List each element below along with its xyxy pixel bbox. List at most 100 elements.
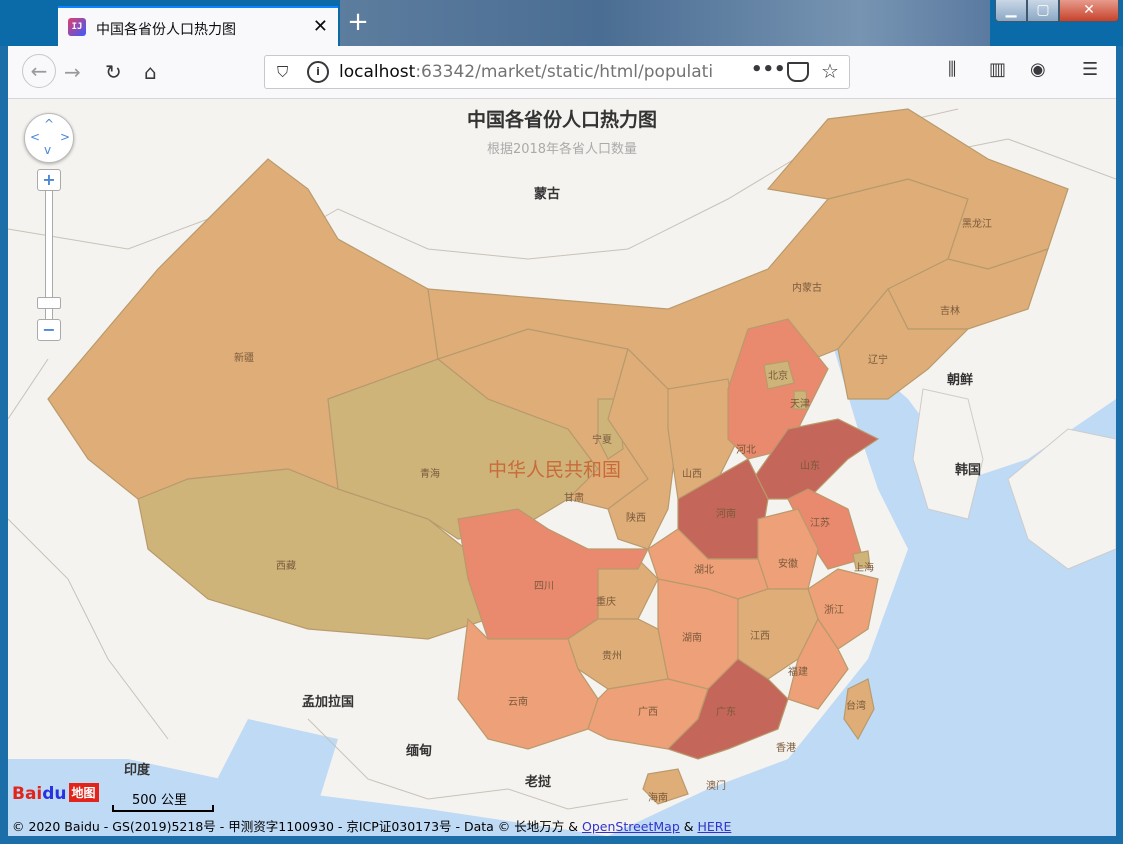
province-shandong <box>752 418 880 500</box>
label-myanmar: 缅甸 <box>406 744 433 759</box>
bookmark-star-icon[interactable]: ☆ <box>821 59 839 83</box>
zoom-slider-handle[interactable] <box>37 297 61 309</box>
label-india: 印度 <box>124 763 151 778</box>
province-guizhou <box>567 618 669 690</box>
scale-label: 500 公里 <box>132 793 187 808</box>
pan-up-icon[interactable]: ^ <box>44 117 55 131</box>
label-jiangsu: 江苏 <box>810 518 830 529</box>
tracking-shield-icon[interactable]: ⛉ <box>277 63 289 81</box>
label-xinjiang: 新疆 <box>234 353 254 364</box>
map-canvas <box>8 108 1116 836</box>
reload-button[interactable]: ↻ <box>105 60 122 84</box>
forward-button[interactable]: → <box>64 60 81 84</box>
map-viewport[interactable]: 中国各省份人口热力图 根据2018年各省人口数量 蒙古 朝鲜 韩国 孟加拉国 缅… <box>8 99 1116 836</box>
label-bangladesh: 孟加拉国 <box>302 695 355 710</box>
label-xizang: 西藏 <box>276 561 296 572</box>
tab-title: 中国各省份人口热力图 <box>96 22 236 38</box>
intellij-favicon-icon: IJ <box>68 18 86 36</box>
sidebar-icon[interactable]: ▥ <box>989 59 1007 80</box>
label-liaoning: 辽宁 <box>868 355 888 366</box>
label-guizhou: 贵州 <box>602 651 622 662</box>
label-heilongjiang: 黑龙江 <box>962 219 992 230</box>
label-taiwan: 台湾 <box>846 701 866 712</box>
label-laos: 老挝 <box>525 775 552 790</box>
openstreetmap-link[interactable]: OpenStreetMap <box>582 819 680 834</box>
label-neimenggu: 内蒙古 <box>792 283 822 294</box>
label-shanxi: 山西 <box>682 469 702 480</box>
label-shaanxi: 陕西 <box>626 513 646 524</box>
heatmap-subtitle: 根据2018年各省人口数量 <box>486 142 638 157</box>
province-guangdong <box>666 658 789 760</box>
label-aomen: 澳门 <box>706 781 726 792</box>
scale-bar <box>112 805 214 812</box>
ocean-area <box>608 329 1116 836</box>
back-button[interactable]: ← <box>22 54 56 88</box>
desktop-background <box>340 0 990 46</box>
label-hainan: 海南 <box>648 793 668 804</box>
account-icon[interactable]: ◉ <box>1030 59 1046 80</box>
label-gansu: 甘肃 <box>564 493 584 504</box>
close-window-button[interactable]: ✕ <box>1059 0 1119 22</box>
pocket-icon[interactable] <box>787 62 809 82</box>
url-bar[interactable]: ⛉ i localhost:63342/market/static/html/p… <box>264 55 850 89</box>
label-mongolia: 蒙古 <box>534 187 561 202</box>
label-jiangxi: 江西 <box>750 631 770 642</box>
label-tianjin: 天津 <box>790 399 810 410</box>
pan-left-icon[interactable]: < <box>30 130 41 144</box>
window-frame-bottom <box>0 836 1123 844</box>
label-south-korea: 韩国 <box>955 463 982 478</box>
page-actions-icon[interactable]: ••• <box>751 59 786 80</box>
label-xianggang: 香港 <box>776 743 796 754</box>
province-beijing <box>763 360 795 390</box>
new-tab-button[interactable]: + <box>347 7 369 37</box>
province-sichuan <box>457 508 649 640</box>
label-guangxi: 广西 <box>638 707 658 718</box>
label-fujian: 福建 <box>788 667 808 678</box>
label-sichuan: 四川 <box>534 581 554 592</box>
japan-land <box>1007 428 1116 570</box>
navigation-toolbar: ← → ↻ ⌂ ⛉ i localhost:63342/market/stati… <box>8 46 1116 99</box>
label-hunan: 湖南 <box>682 633 702 644</box>
home-button[interactable]: ⌂ <box>144 60 157 84</box>
zoom-out-button[interactable]: − <box>37 319 61 341</box>
label-north-korea: 朝鲜 <box>947 373 974 388</box>
baidu-map-logo[interactable]: Baidu 地图 <box>12 783 99 804</box>
bay-of-bengal <box>188 719 338 836</box>
zoom-in-button[interactable]: + <box>37 169 61 191</box>
site-info-icon[interactable]: i <box>307 61 329 83</box>
province-taiwan <box>843 678 875 741</box>
label-hebei: 河北 <box>736 445 756 456</box>
tab-close-icon[interactable]: ✕ <box>312 16 328 37</box>
province-hainan <box>642 768 689 805</box>
label-china: 中华人民共和国 <box>488 459 622 481</box>
pan-right-icon[interactable]: > <box>60 130 71 144</box>
province-shanghai <box>852 550 871 570</box>
pan-down-icon[interactable]: v <box>44 143 52 157</box>
window-frame-right <box>1116 46 1123 844</box>
province-shapes <box>47 108 1069 805</box>
label-shandong: 山东 <box>800 461 820 472</box>
minimize-button[interactable]: ▁ <box>995 0 1027 22</box>
label-beijing: 北京 <box>768 371 788 382</box>
title-bar: IJ 中国各省份人口热力图 ✕ + ▁ ▢ ✕ <box>0 0 1123 46</box>
label-yunnan: 云南 <box>508 697 528 708</box>
label-guangdong: 广东 <box>716 707 736 718</box>
map-pan-control[interactable]: ^ < > v <box>24 113 74 163</box>
label-anhui: 安徽 <box>778 559 798 570</box>
label-shanghai: 上海 <box>854 563 874 574</box>
label-qinghai: 青海 <box>420 469 440 480</box>
library-icon[interactable]: ⫼ <box>948 59 957 80</box>
label-henan: 河南 <box>716 509 736 520</box>
tab-active[interactable]: IJ 中国各省份人口热力图 ✕ <box>58 6 338 46</box>
menu-icon[interactable]: ☰ <box>1082 59 1099 80</box>
label-zhejiang: 浙江 <box>824 605 844 616</box>
here-link[interactable]: HERE <box>697 819 732 834</box>
korea-land <box>912 388 984 520</box>
window-controls: ▁ ▢ ✕ <box>995 0 1119 24</box>
url-text[interactable]: localhost:63342/market/static/html/popul… <box>339 62 714 82</box>
province-liaoning <box>837 287 970 400</box>
heatmap-title: 中国各省份人口热力图 <box>466 109 657 131</box>
maximize-button[interactable]: ▢ <box>1027 0 1059 22</box>
copyright-text: © 2020 Baidu - GS(2019)5218号 - 甲测资字11009… <box>12 819 732 834</box>
